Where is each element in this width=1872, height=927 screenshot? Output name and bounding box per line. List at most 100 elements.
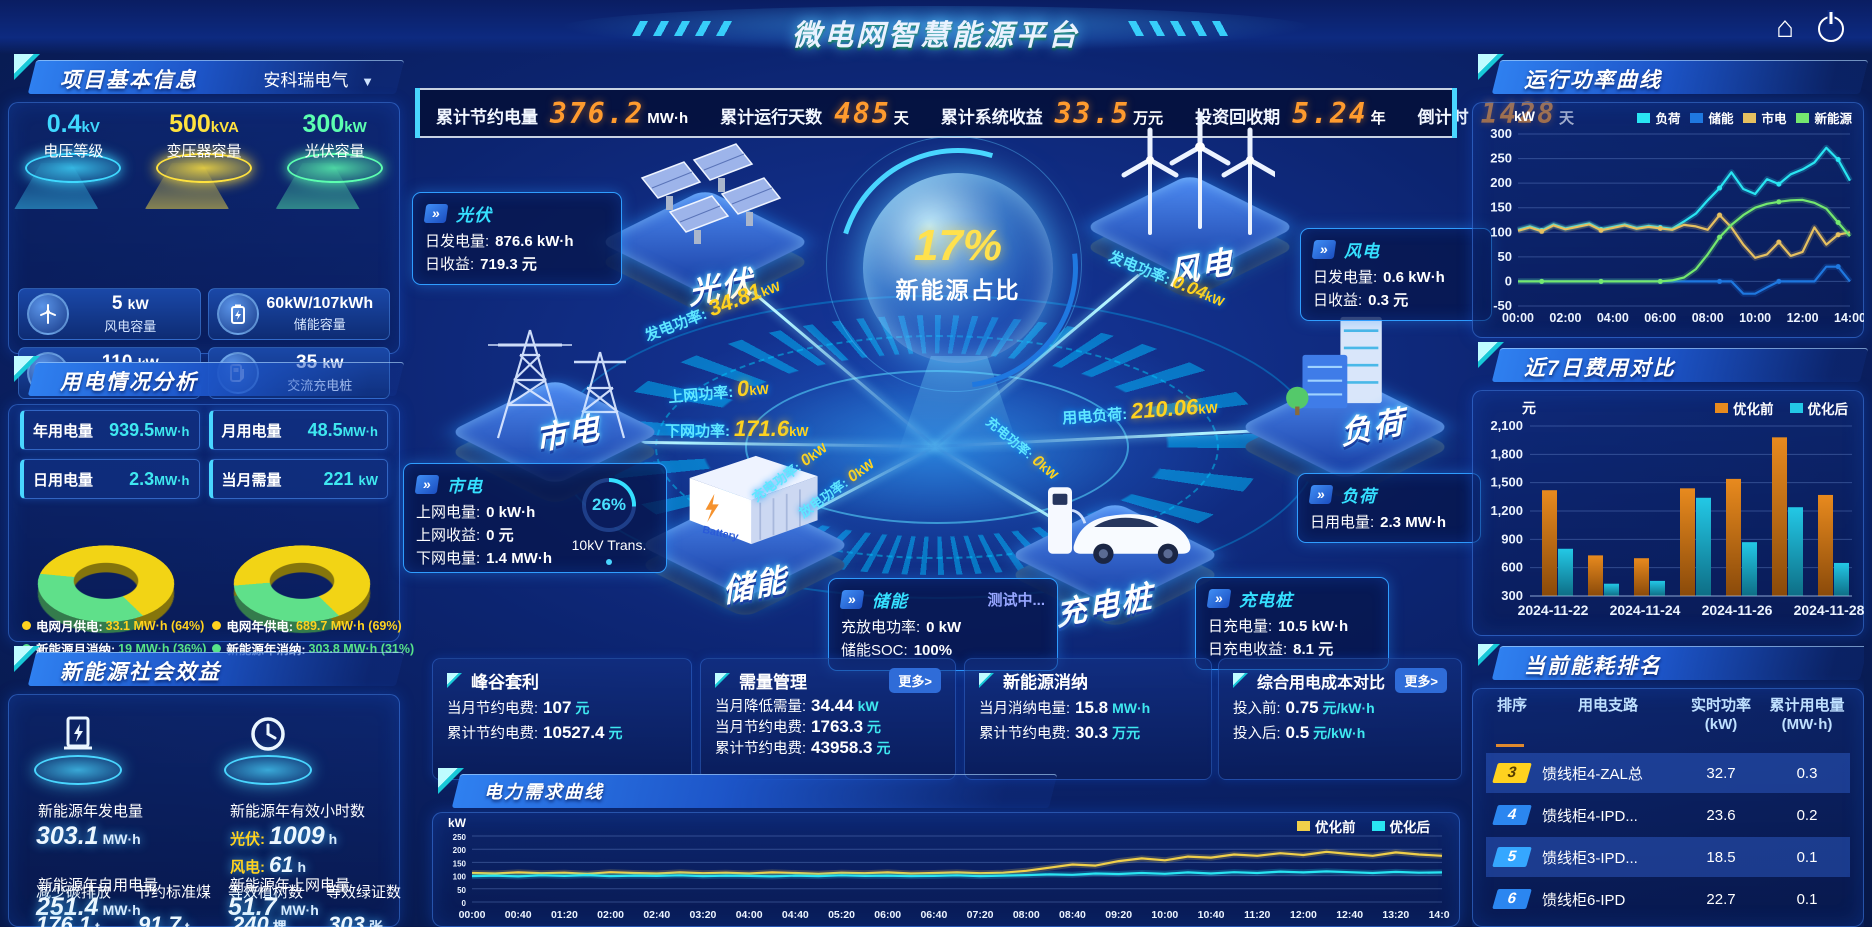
svg-text:05:20: 05:20	[828, 909, 855, 921]
renewable-absorb-card: 新能源消纳 当月消纳电量: 15.8 MW·h 累计节约电费: 30.3 万元	[964, 658, 1212, 780]
column-header: 用电支路	[1577, 697, 1638, 714]
realtime-power: 18.5	[1706, 848, 1736, 866]
svg-text:13:20: 13:20	[1382, 909, 1409, 921]
certs-value: 303 张	[328, 912, 383, 927]
transformer-widget: 26% 10kV Trans.	[566, 478, 652, 565]
corner-icon	[715, 673, 730, 688]
svg-text:150: 150	[453, 859, 467, 868]
ranking-table: 排序 用电支路 实时功率 (kW) 累计用电量 (MW·h) 3 馈线柜4-ZAL总…	[1486, 696, 1850, 921]
table-header-row: 排序 用电支路 实时功率 (kW) 累计用电量 (MW·h)	[1486, 696, 1850, 734]
svg-text:900: 900	[1501, 531, 1523, 546]
battery-container-icon: Battery	[672, 450, 822, 555]
legend-swatch	[1789, 403, 1803, 413]
battery-icon	[216, 293, 259, 335]
co2-label: 减少碳排放	[36, 884, 112, 901]
legend-item: 负荷	[1637, 108, 1680, 127]
svg-text:250: 250	[1490, 151, 1512, 166]
co2-value: 176.1 t	[36, 912, 100, 927]
legend-swatch	[1637, 112, 1651, 123]
rank-badge: 6	[1492, 889, 1532, 909]
export-label: 新能源年上网电量	[230, 877, 351, 894]
usage-stats: 年用电量 939.5MW·h 月用电量 48.5MW·h 日用电量 2.3MW·h 当…	[20, 410, 388, 499]
legend-item: 优化后	[1371, 816, 1430, 836]
clock-icon	[246, 717, 290, 760]
legend-item: 优化后	[1789, 398, 1848, 418]
pv-info-box: » 光伏 日发电量: 876.6 kW·h 日收益: 719.3 元	[412, 192, 622, 285]
demand-line-chart: 0 50 100 150 200 250 00:00 00:40 01:20 02:00 02:40…	[453, 833, 1450, 921]
kpi-total-income: 累计系统收益 33.5 万元	[940, 96, 1164, 130]
cost-bar-chart: 300 600 900 1,200 1,500 1,800 2,100 2024-11-22 2…	[1490, 418, 1864, 618]
capacity-cones: 0.4kV 电压等级 500kVA 变压器容量 300kW 光伏容量	[8, 110, 400, 209]
transformer-ring-hole: 26%	[586, 482, 632, 528]
power-button[interactable]	[1816, 14, 1846, 44]
wind-turbine-icon	[27, 293, 69, 335]
panel-title: 运行功率曲线	[1524, 69, 1662, 92]
svg-text:12:00: 12:00	[1787, 311, 1819, 325]
svg-text:-50: -50	[1493, 298, 1512, 313]
legend-swatch	[1371, 821, 1385, 831]
ev-charger-icon	[1030, 455, 1210, 580]
header-deco-left	[632, 21, 744, 36]
charger-info-box: » 充电桩 日充电量: 10.5 kW·h 日充电收益: 8.1 元	[1195, 577, 1389, 670]
export-value: 51.7 MW·h	[228, 893, 319, 921]
legend-dot	[212, 644, 222, 653]
yearly-usage-stat: 年用电量 939.5MW·h	[20, 410, 200, 450]
table-row[interactable]: 5 馈线柜3-IPD... 18.5 0.1	[1486, 837, 1850, 877]
grid-info-box: » 市电 上网电量: 0 kW·h 上网收益: 0 元 下网电量: 1.4 MW·h 2…	[403, 463, 667, 573]
trees-value: 240 棵	[232, 912, 287, 927]
storage-status-badge: 测试中...	[987, 592, 1045, 609]
panel-header: 项目基本信息 安科瑞电气 ▼	[14, 54, 405, 96]
svg-text:250: 250	[453, 833, 467, 842]
svg-text:08:00: 08:00	[1013, 909, 1040, 921]
transformer-capacity-cone: 500kVA 变压器容量	[144, 110, 263, 209]
pv-hours-value: 光伏: 1009 h	[230, 822, 338, 850]
coal-value: 91.7 t	[138, 912, 190, 927]
table-row[interactable]: 4 馈线柜4-IPD... 23.6 0.2	[1486, 795, 1850, 835]
panel-demand-curve: 电力需求曲线 kW 优化前 优化后 0 50 100 150 200 250 00:00 00…	[432, 768, 1460, 927]
panel-body	[1472, 688, 1864, 927]
svg-text:00:00: 00:00	[1502, 311, 1534, 325]
chevron-right-icon: »	[1308, 485, 1334, 504]
realtime-power: 32.7	[1706, 764, 1736, 782]
svg-text:03:20: 03:20	[690, 909, 717, 921]
company-select-value: 安科瑞电气	[263, 71, 349, 90]
panel-header: 用电情况分析	[14, 356, 405, 398]
svg-text:100: 100	[1490, 224, 1512, 239]
svg-text:300: 300	[1490, 128, 1512, 141]
svg-text:100: 100	[453, 873, 467, 882]
svg-text:10:00: 10:00	[1151, 909, 1178, 921]
building-icon	[1278, 310, 1408, 440]
legend-item: 新能源	[1796, 108, 1852, 127]
panel-body	[1472, 102, 1864, 338]
wind-turbines-icon	[1115, 105, 1279, 240]
company-select[interactable]: 安科瑞电气 ▼	[263, 66, 374, 91]
home-button[interactable]: ⌂	[1770, 13, 1800, 44]
legend-dot	[212, 621, 222, 630]
rank-badge: 4	[1492, 805, 1532, 825]
panel-body	[8, 694, 400, 927]
panel-project-info: 项目基本信息 安科瑞电气 ▼ 0.4kV 电压等级 500kVA 变压器容量 3…	[8, 54, 405, 399]
svg-text:2024-11-24: 2024-11-24	[1610, 602, 1681, 618]
panel-usage-analysis: 用电情况分析 年用电量 939.5MW·h 月用电量 48.5MW·h 日用电量 2.…	[8, 356, 414, 657]
svg-text:06:00: 06:00	[874, 909, 901, 921]
panel-header: 电力需求曲线	[438, 768, 1460, 810]
svg-text:600: 600	[1501, 560, 1523, 575]
svg-text:14:00: 14:00	[1834, 311, 1864, 325]
legend-swatch	[1796, 112, 1810, 123]
header-deco-right	[1128, 21, 1240, 36]
svg-text:08:00: 08:00	[1692, 311, 1724, 325]
svg-text:10:00: 10:00	[1739, 311, 1771, 325]
more-button[interactable]: 更多>	[1395, 668, 1447, 693]
y-axis-unit: kW	[1514, 108, 1535, 124]
table-row[interactable]: 3 馈线柜4-ZAL总 32.7 0.3	[1486, 753, 1850, 793]
table-row[interactable]: 6 馈线柜6-IPD 22.7 0.1	[1486, 879, 1850, 919]
realtime-power: 23.6	[1706, 806, 1736, 824]
more-button[interactable]: 更多>	[889, 668, 941, 693]
chevron-right-icon: »	[414, 475, 440, 494]
rank-badge: 5	[1492, 847, 1532, 867]
svg-text:08:40: 08:40	[1059, 909, 1086, 921]
total-energy: 0.3	[1796, 764, 1818, 782]
panel-body	[432, 812, 1460, 927]
svg-text:1,500: 1,500	[1490, 475, 1523, 490]
page-title: 微电网智慧能源平台	[791, 20, 1081, 52]
